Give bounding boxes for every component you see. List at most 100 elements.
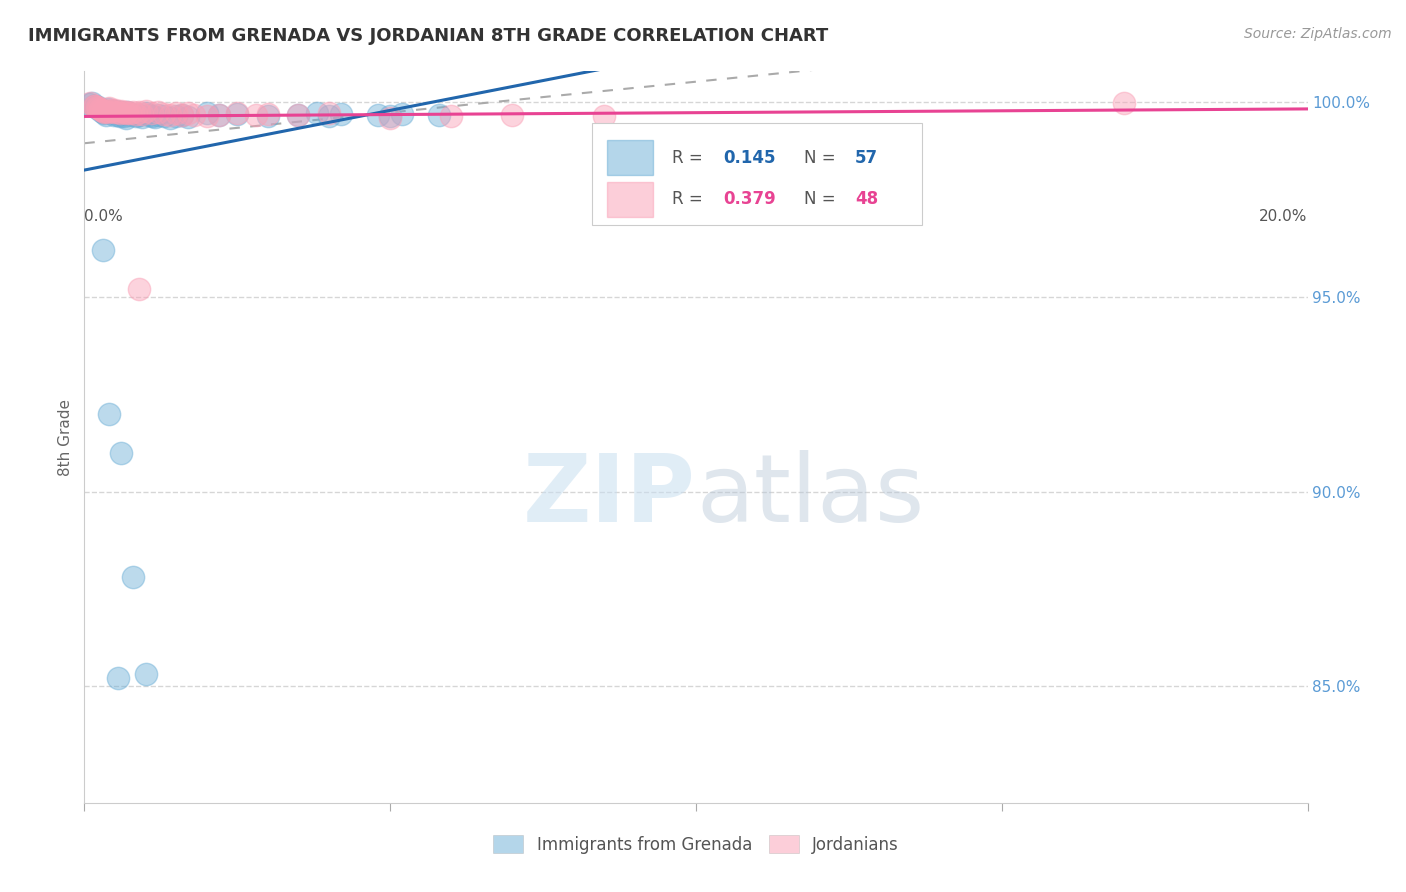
Point bbox=[111, 107, 134, 121]
Text: 0.0%: 0.0% bbox=[84, 209, 124, 224]
Point bbox=[86, 101, 108, 115]
Text: IMMIGRANTS FROM GRENADA VS JORDANIAN 8TH GRADE CORRELATION CHART: IMMIGRANTS FROM GRENADA VS JORDANIAN 8TH… bbox=[28, 27, 828, 45]
Point bbox=[208, 108, 231, 122]
Point bbox=[108, 106, 131, 120]
Point bbox=[257, 107, 280, 121]
Point bbox=[153, 109, 176, 123]
Point bbox=[87, 100, 110, 114]
Point bbox=[89, 103, 111, 117]
Point bbox=[86, 100, 108, 114]
Point bbox=[305, 106, 328, 120]
Point bbox=[87, 101, 110, 115]
Point bbox=[380, 111, 402, 125]
Y-axis label: 8th Grade: 8th Grade bbox=[58, 399, 73, 475]
Point bbox=[77, 97, 100, 112]
Point bbox=[135, 103, 157, 118]
Point bbox=[195, 106, 218, 120]
Point bbox=[93, 105, 115, 120]
Point bbox=[120, 108, 142, 122]
Point bbox=[195, 109, 218, 123]
FancyBboxPatch shape bbox=[606, 140, 654, 175]
Point bbox=[101, 103, 124, 118]
Point bbox=[208, 108, 231, 122]
Point bbox=[115, 106, 138, 120]
Point bbox=[165, 109, 187, 123]
Point bbox=[177, 110, 200, 124]
Text: 57: 57 bbox=[855, 149, 879, 167]
Point bbox=[135, 667, 157, 681]
Text: 20.0%: 20.0% bbox=[1260, 209, 1308, 224]
Point bbox=[115, 105, 138, 120]
Point bbox=[107, 671, 129, 685]
Point bbox=[226, 107, 249, 121]
Point bbox=[141, 106, 163, 120]
Point bbox=[159, 111, 181, 125]
Point bbox=[146, 105, 169, 120]
Point bbox=[91, 105, 114, 120]
Point bbox=[79, 96, 101, 111]
Text: ZIP: ZIP bbox=[523, 450, 696, 541]
Point bbox=[318, 106, 340, 120]
Point bbox=[98, 103, 121, 118]
Point bbox=[97, 105, 120, 120]
Point bbox=[103, 108, 125, 122]
Point bbox=[122, 105, 145, 120]
FancyBboxPatch shape bbox=[592, 122, 922, 225]
Point bbox=[90, 103, 112, 118]
Point bbox=[128, 105, 150, 120]
Text: R =: R = bbox=[672, 190, 707, 209]
Point bbox=[97, 407, 120, 421]
Point bbox=[107, 105, 129, 120]
Point bbox=[89, 103, 111, 117]
Point bbox=[91, 103, 114, 118]
Point bbox=[112, 109, 135, 123]
Point bbox=[135, 106, 157, 120]
Point bbox=[83, 98, 105, 112]
Point bbox=[172, 108, 194, 122]
Point bbox=[103, 105, 125, 120]
Point bbox=[105, 106, 128, 120]
Point bbox=[83, 98, 105, 112]
Point bbox=[183, 108, 205, 122]
Text: Source: ZipAtlas.com: Source: ZipAtlas.com bbox=[1244, 27, 1392, 41]
Point bbox=[391, 107, 413, 121]
Point bbox=[330, 107, 353, 121]
Text: R =: R = bbox=[672, 149, 707, 167]
Text: N =: N = bbox=[804, 149, 841, 167]
Point bbox=[125, 107, 148, 121]
Point bbox=[593, 109, 616, 123]
Point bbox=[125, 109, 148, 123]
Point bbox=[1114, 96, 1136, 111]
Point bbox=[108, 109, 131, 123]
Point bbox=[80, 96, 103, 111]
Point bbox=[502, 108, 524, 122]
Point bbox=[177, 106, 200, 120]
Point bbox=[91, 244, 114, 258]
Text: 0.379: 0.379 bbox=[723, 190, 776, 209]
Point bbox=[97, 103, 120, 118]
Point bbox=[141, 109, 163, 123]
Point bbox=[107, 108, 129, 122]
Point bbox=[367, 108, 389, 122]
Point bbox=[138, 108, 160, 122]
Point bbox=[318, 109, 340, 123]
Point bbox=[128, 282, 150, 296]
Point bbox=[110, 445, 132, 459]
Point bbox=[245, 108, 267, 122]
Text: N =: N = bbox=[804, 190, 841, 209]
Point bbox=[98, 105, 121, 120]
Text: atlas: atlas bbox=[696, 450, 924, 541]
Point bbox=[440, 109, 463, 123]
Point bbox=[94, 103, 117, 118]
Point bbox=[143, 110, 166, 124]
Point bbox=[90, 103, 112, 118]
Point bbox=[226, 106, 249, 120]
Point bbox=[115, 111, 138, 125]
Point bbox=[94, 108, 117, 122]
Text: 48: 48 bbox=[855, 190, 879, 209]
Point bbox=[84, 99, 107, 113]
Point bbox=[165, 106, 187, 120]
Legend: Immigrants from Grenada, Jordanians: Immigrants from Grenada, Jordanians bbox=[486, 829, 905, 860]
Point bbox=[120, 106, 142, 120]
Point bbox=[427, 108, 450, 122]
